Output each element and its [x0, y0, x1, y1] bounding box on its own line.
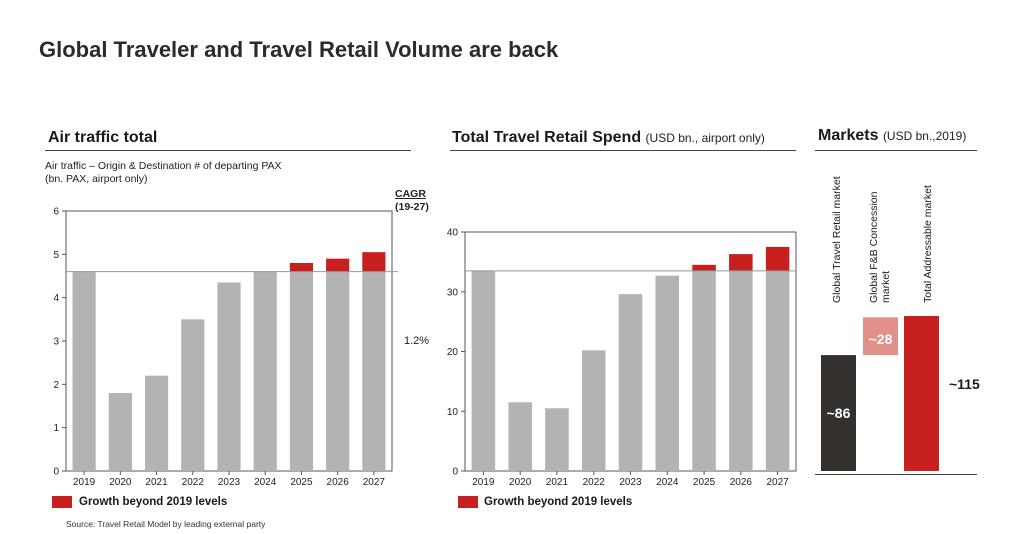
cagr-header-line2: (19-27)	[395, 201, 429, 213]
markets-title: Markets (USD bn.,2019)	[818, 127, 966, 145]
y-tick-label: 0	[53, 467, 59, 478]
growth-bar-2027	[765, 246, 790, 271]
bar-2025	[289, 271, 314, 471]
x-tick-label-2025: 2025	[693, 477, 716, 488]
markets-bottom-rule	[815, 474, 977, 475]
x-tick-label-2027: 2027	[766, 477, 789, 488]
retail-spend-legend-swatch	[458, 496, 478, 508]
y-tick-label: 10	[447, 407, 459, 418]
x-tick-label-2023: 2023	[218, 477, 241, 488]
y-tick-label: 40	[447, 228, 459, 239]
y-tick-label: 20	[447, 347, 459, 358]
x-tick-label-2019: 2019	[73, 477, 96, 488]
x-tick-label-2021: 2021	[145, 477, 168, 488]
air-traffic-subtitle: Air traffic – Origin & Destination # of …	[45, 160, 282, 186]
bar-2027	[362, 271, 386, 471]
markets-value-total-addressable: ~115	[949, 376, 980, 392]
markets-value-travel-retail: ~86	[827, 405, 851, 421]
markets-value-fb-concession: ~28	[869, 331, 893, 347]
bar-2027	[765, 270, 790, 471]
x-tick-label-2019: 2019	[472, 477, 495, 488]
markets-bar-travel-retail	[821, 355, 856, 471]
bar-2025	[692, 270, 716, 471]
growth-bar-2026	[326, 258, 350, 272]
bar-2022	[581, 350, 606, 471]
y-tick-label: 2	[53, 380, 59, 391]
bar-2024	[655, 275, 680, 471]
x-tick-label-2024: 2024	[254, 477, 277, 488]
bar-2026	[729, 270, 753, 471]
y-tick-label: 4	[53, 293, 59, 304]
x-tick-label-2020: 2020	[109, 477, 132, 488]
retail-spend-title-sub: (USD bn., airport only)	[645, 131, 765, 145]
retail-spend-rule	[450, 150, 796, 151]
markets-bar-fb-concession	[863, 317, 898, 356]
markets-title-sub: (USD bn.,2019)	[882, 129, 967, 143]
bar-2024	[253, 271, 277, 471]
air-traffic-legend-swatch	[52, 496, 72, 508]
bar-2023	[217, 282, 241, 471]
bar-2020	[508, 402, 532, 471]
y-tick-label: 30	[447, 287, 459, 298]
y-tick-label: 1	[53, 423, 59, 434]
retail-spend-title-main: Total Travel Retail Spend	[452, 129, 642, 146]
growth-bar-2025	[692, 264, 716, 271]
page-title: Global Traveler and Travel Retail Volume…	[39, 37, 559, 62]
bar-2022	[181, 319, 205, 471]
air-traffic-subtitle-line1: Air traffic – Origin & Destination # of …	[45, 160, 282, 172]
bar-2020	[108, 393, 132, 471]
x-tick-label-2024: 2024	[656, 477, 679, 488]
x-tick-label-2020: 2020	[509, 477, 532, 488]
bar-2023	[618, 294, 643, 471]
cagr-header-line1: CAGR	[395, 188, 426, 200]
source-note: Source: Travel Retail Model by leading e…	[66, 519, 266, 529]
air-traffic-title: Air traffic total	[48, 129, 158, 146]
x-tick-label-2022: 2022	[182, 477, 205, 488]
growth-bar-2027	[362, 252, 386, 272]
markets-rule	[815, 150, 977, 151]
y-tick-label: 5	[53, 250, 59, 261]
x-tick-label-2021: 2021	[546, 477, 569, 488]
x-tick-label-2027: 2027	[363, 477, 386, 488]
bar-2021	[545, 408, 569, 471]
markets-bar-total-addressable	[904, 316, 939, 471]
bar-2019	[471, 270, 496, 471]
y-tick-label: 3	[53, 337, 59, 348]
y-tick-label: 0	[452, 467, 458, 478]
x-tick-label-2022: 2022	[583, 477, 606, 488]
bar-2026	[326, 271, 350, 471]
air-traffic-legend-label: Growth beyond 2019 levels	[79, 496, 228, 508]
bar-2021	[144, 375, 169, 471]
markets-title-main: Markets	[818, 127, 879, 144]
growth-bar-2026	[729, 254, 753, 271]
air-traffic-rule	[45, 150, 411, 151]
x-tick-label-2026: 2026	[327, 477, 350, 488]
y-tick-label: 6	[53, 207, 59, 218]
cagr-header: CAGR (19-27)	[395, 188, 429, 214]
cagr-value: 1.2%	[404, 335, 430, 347]
air-traffic-subtitle-line2: (bn. PAX, airport only)	[45, 173, 148, 185]
x-tick-label-2025: 2025	[290, 477, 313, 488]
x-tick-label-2023: 2023	[619, 477, 642, 488]
bar-2019	[72, 271, 96, 471]
retail-spend-legend-label: Growth beyond 2019 levels	[484, 496, 633, 508]
x-tick-label-2026: 2026	[730, 477, 753, 488]
retail-spend-title: Total Travel Retail Spend (USD bn., airp…	[452, 129, 765, 147]
growth-bar-2025	[289, 263, 314, 272]
